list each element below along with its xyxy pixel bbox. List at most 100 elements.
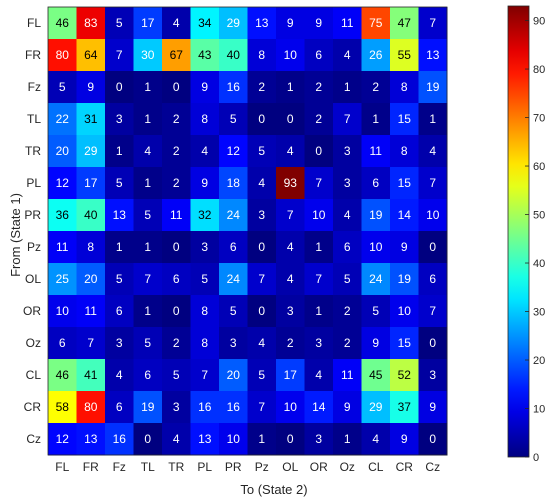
cell-TR-CL bbox=[361, 135, 391, 168]
cell-TR-CR bbox=[390, 135, 419, 168]
cell-FR-Cz bbox=[418, 39, 448, 72]
cell-OR-Pz bbox=[247, 295, 277, 328]
y-tick-labels: FL FR Fz TL TR PL PR Pz OL OR Oz CL CR Cz bbox=[23, 16, 41, 446]
cell-CR-Pz bbox=[247, 391, 277, 424]
cell-Oz-TR bbox=[162, 327, 191, 360]
cell-TL-Oz bbox=[333, 103, 362, 136]
x-tick-label: TR bbox=[168, 460, 184, 474]
colorbar-tick-label: 70 bbox=[533, 113, 545, 125]
cell-TR-OL bbox=[276, 135, 305, 168]
cell-CL-PL bbox=[190, 359, 220, 392]
cell-value-label: 34 bbox=[198, 16, 212, 30]
cell-value-label: 5 bbox=[258, 144, 265, 158]
x-axis-title: To (State 2) bbox=[240, 482, 307, 497]
cell-value-label: 46 bbox=[56, 368, 70, 382]
cell-value-label: 5 bbox=[344, 272, 351, 286]
cell-CR-PR bbox=[219, 391, 248, 424]
cell-value-label: 0 bbox=[429, 336, 436, 350]
x-tick-label: CR bbox=[396, 460, 414, 474]
x-tick-label: Pz bbox=[255, 460, 269, 474]
cell-FR-FR bbox=[76, 39, 106, 72]
cell-OL-PL bbox=[190, 263, 220, 296]
colorbar-tick-label: 10 bbox=[533, 404, 545, 416]
cell-FR-Oz bbox=[333, 39, 362, 72]
cell-PL-FL bbox=[48, 167, 77, 200]
cell-FL-CL bbox=[361, 7, 391, 40]
cell-value-label: 6 bbox=[315, 48, 322, 62]
cell-Cz-Oz bbox=[333, 423, 362, 456]
y-tick-label: Cz bbox=[26, 432, 41, 446]
cell-value-label: 10 bbox=[398, 304, 412, 318]
cell-value-label: 13 bbox=[198, 432, 212, 446]
cell-PL-Cz bbox=[418, 167, 448, 200]
cell-value-label: 12 bbox=[56, 176, 70, 190]
cell-value-label: 6 bbox=[372, 176, 379, 190]
cell-CR-OL bbox=[276, 391, 305, 424]
cell-value-label: 8 bbox=[201, 336, 208, 350]
cell-value-label: 3 bbox=[258, 208, 265, 222]
cell-OL-Oz bbox=[333, 263, 362, 296]
cell-value-label: 75 bbox=[369, 16, 383, 30]
cell-Cz-TR bbox=[162, 423, 191, 456]
cell-TR-Oz bbox=[333, 135, 362, 168]
cell-FL-PR bbox=[219, 7, 248, 40]
cell-value-label: 8 bbox=[87, 240, 94, 254]
cell-Cz-OL bbox=[276, 423, 305, 456]
cell-value-label: 11 bbox=[341, 368, 354, 382]
y-tick-label: OL bbox=[25, 272, 41, 286]
cell-TL-TL bbox=[133, 103, 163, 136]
cell-TL-OL bbox=[276, 103, 305, 136]
cell-value-label: 4 bbox=[116, 368, 123, 382]
cell-value-label: 2 bbox=[372, 80, 379, 94]
cell-value-label: 1 bbox=[144, 304, 151, 318]
y-tick-label: TR bbox=[25, 144, 41, 158]
cell-CL-CL bbox=[361, 359, 391, 392]
colorbar-tick-label: 30 bbox=[533, 307, 545, 319]
cell-value-label: 17 bbox=[141, 16, 155, 30]
cell-value-label: 19 bbox=[426, 80, 440, 94]
cell-Pz-OR bbox=[304, 231, 334, 264]
cell-PL-Pz bbox=[247, 167, 277, 200]
cell-Pz-OL bbox=[276, 231, 305, 264]
cell-value-label: 19 bbox=[398, 272, 412, 286]
cell-value-label: 7 bbox=[87, 336, 94, 350]
cell-value-label: 7 bbox=[201, 368, 208, 382]
cell-FR-PL bbox=[190, 39, 220, 72]
cell-FR-FL bbox=[48, 39, 77, 72]
cell-Oz-Oz bbox=[333, 327, 362, 360]
cell-CL-FR bbox=[76, 359, 106, 392]
cell-PR-TL bbox=[133, 199, 163, 232]
cell-value-label: 10 bbox=[312, 208, 326, 222]
cell-TR-FR bbox=[76, 135, 106, 168]
cell-value-label: 4 bbox=[344, 208, 351, 222]
cell-value-label: 24 bbox=[369, 272, 383, 286]
cell-value-label: 6 bbox=[116, 304, 123, 318]
cell-value-label: 4 bbox=[173, 432, 180, 446]
cell-value-label: 13 bbox=[84, 432, 98, 446]
cell-value-label: 0 bbox=[287, 432, 294, 446]
cell-OL-OL bbox=[276, 263, 305, 296]
cell-Cz-CL bbox=[361, 423, 391, 456]
cell-OR-TL bbox=[133, 295, 163, 328]
cell-value-label: 3 bbox=[230, 336, 237, 350]
cell-Fz-Pz bbox=[247, 71, 277, 104]
cell-TL-PL bbox=[190, 103, 220, 136]
cell-value-label: 29 bbox=[369, 400, 383, 414]
cell-PR-CL bbox=[361, 199, 391, 232]
cell-FL-TR bbox=[162, 7, 191, 40]
colorbar-tick-label: 80 bbox=[533, 64, 545, 76]
cell-value-label: 5 bbox=[116, 16, 123, 30]
cell-value-label: 80 bbox=[56, 48, 70, 62]
cell-value-label: 9 bbox=[287, 16, 294, 30]
cell-Pz-FR bbox=[76, 231, 106, 264]
cell-value-label: 1 bbox=[116, 144, 123, 158]
cell-PR-OR bbox=[304, 199, 334, 232]
cell-PR-FL bbox=[48, 199, 77, 232]
cell-PR-PR bbox=[219, 199, 248, 232]
cell-Fz-Oz bbox=[333, 71, 362, 104]
cell-value-label: 3 bbox=[201, 240, 208, 254]
cell-value-label: 7 bbox=[258, 400, 265, 414]
cell-Pz-PR bbox=[219, 231, 248, 264]
cell-value-label: 1 bbox=[144, 176, 151, 190]
cell-Fz-TR bbox=[162, 71, 191, 104]
